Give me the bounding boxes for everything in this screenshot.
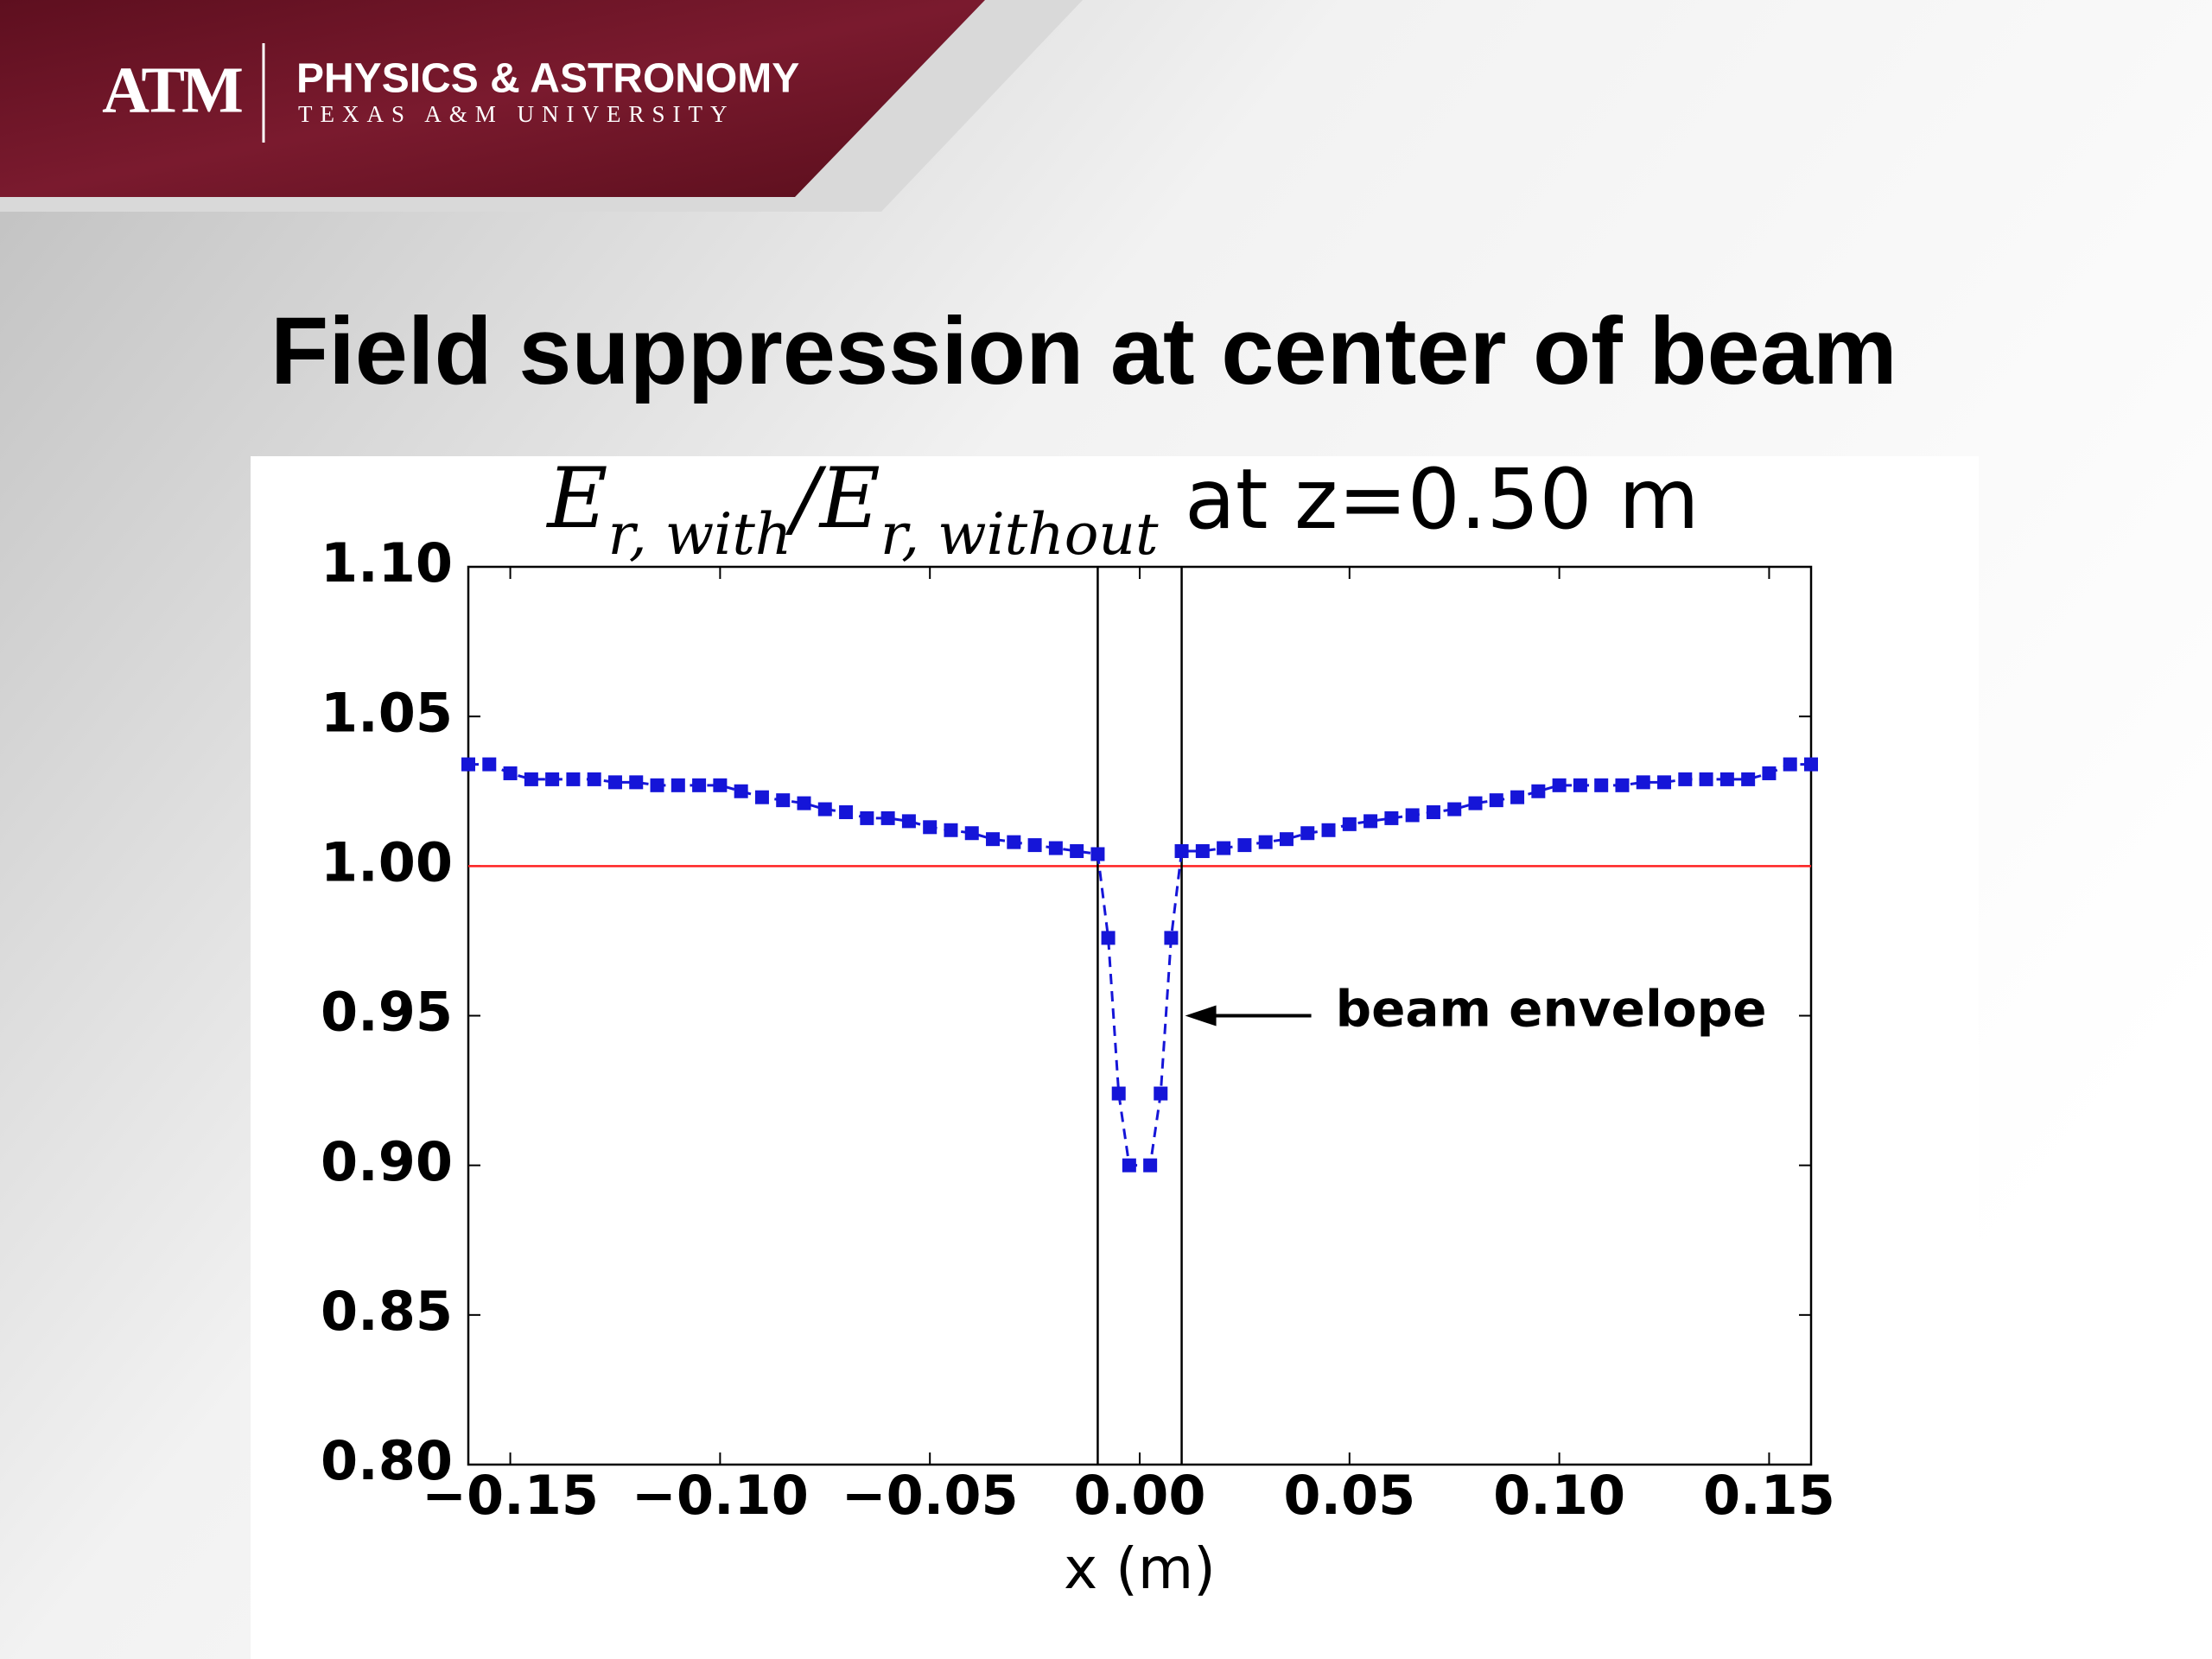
- data-point: [986, 832, 1001, 847]
- title-part: r, without: [880, 501, 1159, 568]
- data-point: [713, 778, 728, 792]
- data-point: [754, 790, 769, 804]
- data-point: [482, 757, 497, 772]
- data-point: [1101, 931, 1116, 945]
- data-point: [1762, 766, 1777, 780]
- y-tick-label: 0.95: [321, 981, 453, 1044]
- data-point: [1783, 757, 1797, 772]
- data-point: [923, 820, 938, 835]
- data-point: [1321, 823, 1336, 837]
- data-point: [587, 772, 601, 786]
- x-tick-label: −0.05: [842, 1464, 1019, 1527]
- data-point: [1300, 826, 1315, 841]
- data-point: [839, 804, 854, 819]
- department: PHYSICS & ASTRONOMY: [296, 56, 799, 102]
- title-part: /E: [785, 450, 880, 547]
- y-tick-label: 1.00: [321, 830, 453, 893]
- x-tick-label: 0.10: [1493, 1464, 1625, 1527]
- x-axis-label: x (m): [1064, 1535, 1216, 1602]
- data-point: [524, 772, 538, 786]
- data-point: [1636, 775, 1650, 790]
- data-point: [671, 778, 685, 792]
- data-point: [1027, 838, 1042, 853]
- data-point: [1468, 796, 1483, 810]
- plot: 0.80 0.85 0.90 0.95 1.00 1.05 1.10 −0.15 −0.10 −0…: [321, 531, 1835, 1527]
- data-point: [1531, 784, 1546, 798]
- data-point: [1678, 772, 1693, 786]
- data-point: [1657, 775, 1672, 790]
- data-point: [1594, 778, 1609, 792]
- data-point: [797, 796, 811, 810]
- y-tick-label: 0.90: [321, 1130, 453, 1193]
- header-band: [0, 0, 985, 197]
- data-point: [1279, 832, 1294, 847]
- y-tick-label: 0.85: [321, 1280, 453, 1343]
- data-point: [1154, 1086, 1168, 1101]
- data-point: [1258, 835, 1273, 849]
- chart-background: [251, 456, 1979, 1659]
- data-point: [860, 810, 874, 825]
- title-part: E: [545, 450, 607, 547]
- data-point: [1143, 1158, 1158, 1173]
- data-point: [650, 778, 664, 792]
- data-point: [1237, 838, 1252, 853]
- data-point: [1342, 817, 1357, 831]
- y-tick-label: 1.10: [321, 531, 453, 594]
- data-point: [461, 757, 475, 772]
- data-point: [607, 775, 622, 790]
- x-tick-label: −0.10: [632, 1464, 809, 1527]
- data-point: [629, 775, 644, 790]
- data-point: [1405, 808, 1420, 823]
- y-tick-label: 1.05: [321, 681, 453, 744]
- data-point: [692, 778, 707, 792]
- title-part: at z=0.50 m: [1158, 451, 1699, 548]
- data-point: [1489, 793, 1503, 808]
- data-point: [1719, 772, 1734, 786]
- data-point: [1363, 814, 1378, 829]
- data-point: [1552, 778, 1567, 792]
- data-point: [1174, 844, 1189, 859]
- data-point: [1426, 804, 1440, 819]
- data-point: [817, 802, 832, 817]
- annotation-arrowhead: [1185, 1005, 1217, 1027]
- logo: ATM: [102, 54, 242, 126]
- data-point: [1217, 841, 1231, 855]
- chart-title: Er, with/Er, without at z=0.50 m: [545, 450, 1699, 568]
- data-point: [734, 784, 748, 798]
- data-point: [1384, 810, 1399, 825]
- data-point: [1447, 802, 1462, 817]
- data-point: [944, 823, 958, 837]
- x-tick-label: −0.15: [422, 1464, 599, 1527]
- data-point: [1195, 844, 1210, 859]
- data-point: [566, 772, 581, 786]
- university: TEXAS A&M UNIVERSITY: [298, 101, 735, 127]
- data-point: [901, 814, 916, 829]
- data-point: [1048, 841, 1063, 855]
- data-point: [1111, 1086, 1126, 1101]
- y-tick-label: 0.80: [321, 1429, 453, 1492]
- slide-title: Field suppression at center of beam: [270, 298, 1897, 404]
- data-point: [1741, 772, 1756, 786]
- data-point: [1070, 844, 1084, 859]
- data-point: [1699, 772, 1713, 786]
- data-point: [1122, 1158, 1136, 1173]
- data-point: [1804, 757, 1818, 772]
- data-point: [880, 810, 895, 825]
- data-point: [1510, 790, 1525, 804]
- data-point: [776, 793, 791, 808]
- data-point: [1007, 835, 1021, 849]
- x-tick-label: 0.00: [1074, 1464, 1206, 1527]
- x-tick-label: 0.15: [1703, 1464, 1835, 1527]
- title-part: r, with: [608, 501, 792, 568]
- data-point: [1615, 778, 1630, 792]
- annotation: beam envelope: [1336, 980, 1767, 1039]
- data-point: [1090, 847, 1105, 861]
- data-point: [1164, 931, 1179, 945]
- data-point: [503, 766, 518, 780]
- x-tick-label: 0.05: [1283, 1464, 1415, 1527]
- data-point: [1573, 778, 1587, 792]
- data-point: [545, 772, 560, 786]
- data-point: [964, 826, 979, 841]
